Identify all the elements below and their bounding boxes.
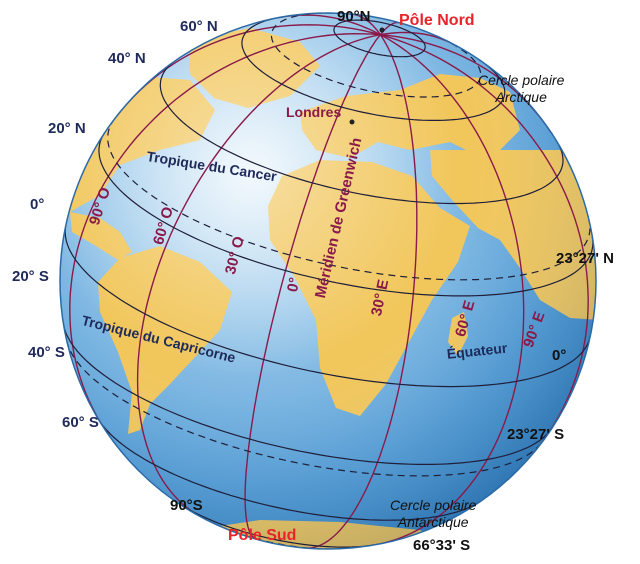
north-pole-point (379, 27, 385, 33)
antarctic-circle-label: Cercle polaire Antarctique (390, 497, 476, 531)
tropic-cancer-line (107, 117, 591, 281)
london-label: Londres (286, 104, 342, 120)
arctic-circle-line1: Cercle polaire (478, 72, 565, 88)
arctic-circle-line2: Arctique (495, 89, 547, 105)
parallel-line (63, 324, 552, 465)
lat-40s-label: 40° S (28, 344, 65, 361)
parallel-line (159, 60, 564, 205)
parallel-line (98, 419, 482, 521)
lat-60s-label: 60° S (62, 414, 99, 431)
antarctic-circle-line1: Cercle polaire (390, 497, 477, 513)
lat-20s-label: 20° S (12, 268, 49, 285)
meridian-line (380, 34, 589, 460)
arctic-circle-line (270, 13, 482, 98)
tropic-north-value: 23°27' N (556, 250, 614, 267)
tropic-capricorn-line (66, 339, 544, 477)
lat-60n-label: 60° N (180, 18, 218, 35)
arctic-circle-label: Cercle polaire Arctique (478, 72, 564, 106)
globe-outline (59, 12, 597, 550)
north-pole-degree: 90°N (337, 8, 371, 25)
london-point (349, 119, 355, 125)
parallel-line (333, 19, 426, 58)
parallel-line (98, 132, 594, 297)
polar-south-value: 66°33' S (413, 537, 471, 554)
meridian-line (303, 34, 418, 549)
parallel-line (241, 16, 506, 121)
lat-0-label: 0° (30, 196, 45, 213)
equator-value: 0° (552, 347, 567, 364)
meridian-line (69, 32, 381, 437)
north-pole-label: Pôle Nord (399, 12, 475, 29)
meridian-line (370, 34, 525, 547)
antarctic-circle-line2: Antarctique (397, 514, 469, 530)
lat-20n-label: 20° N (48, 120, 86, 137)
south-pole-degree: 90°S (170, 497, 203, 514)
south-pole-label: Pôle Sud (228, 527, 297, 544)
parallel-line (173, 499, 381, 548)
lat-40n-label: 40° N (108, 50, 146, 67)
tropic-south-value: 23°27' S (507, 426, 565, 443)
parallel-line (64, 225, 591, 388)
meridian-line (244, 34, 381, 541)
